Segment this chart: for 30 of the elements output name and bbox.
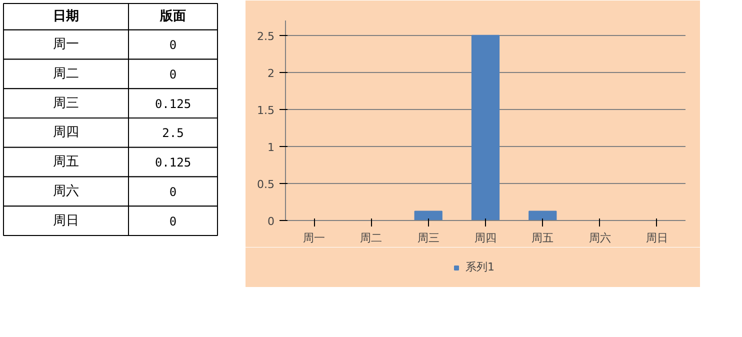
x-tick-label: 周四 xyxy=(474,232,496,244)
category-label: 周六 xyxy=(53,184,79,199)
text: 日期 xyxy=(53,9,79,24)
text: 0 xyxy=(169,67,177,82)
text: 0.125 xyxy=(154,156,192,170)
y-tick-label: 0.5 xyxy=(257,178,275,191)
legend-label: 系列1 xyxy=(466,260,494,274)
y-tick-label: 2 xyxy=(268,66,274,80)
y-tick-label: 1 xyxy=(268,140,274,154)
text: 0 xyxy=(169,214,177,228)
x-tick-label: 周六 xyxy=(588,232,611,244)
y-tick-label: 2.5 xyxy=(257,30,275,43)
category-label: 周五 xyxy=(53,154,79,170)
text: 0.125 xyxy=(154,96,192,111)
text: 0 xyxy=(169,38,177,52)
text: 0 xyxy=(169,184,177,199)
y-tick-label: 0 xyxy=(268,215,274,228)
category-label: 周日 xyxy=(53,213,79,228)
text: 版面 xyxy=(159,9,186,24)
y-tick-label: 1.5 xyxy=(257,104,275,117)
category-label: 周二 xyxy=(53,66,79,82)
x-tick-label: 周五 xyxy=(532,232,554,244)
x-tick-label: 周一 xyxy=(303,232,326,244)
category-label: 周一 xyxy=(53,37,79,52)
category-label: 周三 xyxy=(53,96,79,111)
text: 2.5 xyxy=(162,126,184,140)
x-tick-label: 周日 xyxy=(646,232,668,244)
category-label: 周四 xyxy=(53,125,79,140)
x-tick-label: 周二 xyxy=(360,232,382,244)
x-tick-label: 周三 xyxy=(417,232,440,244)
